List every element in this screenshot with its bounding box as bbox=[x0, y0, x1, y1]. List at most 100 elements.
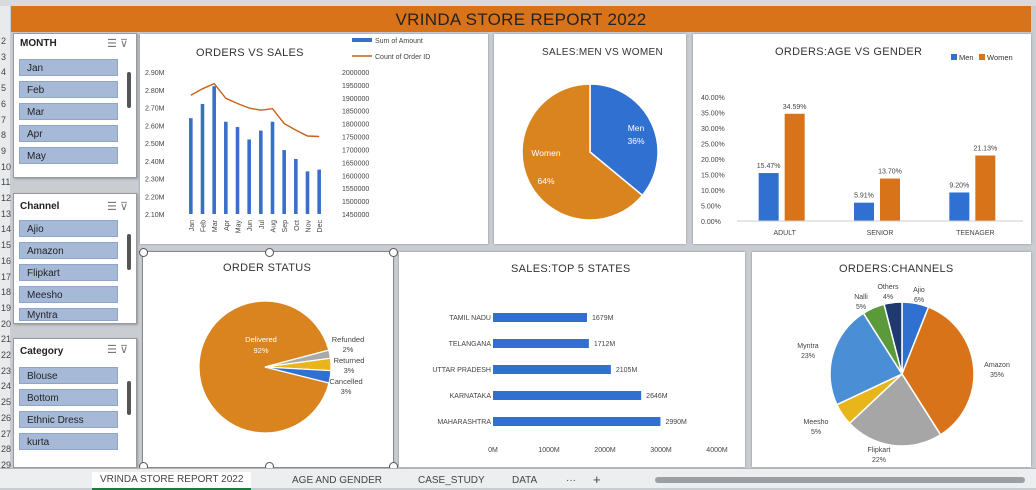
slicer-item-ethnic-dress[interactable]: Ethnic Dress bbox=[19, 411, 118, 428]
x-tick-label: 4000M bbox=[706, 447, 728, 454]
bar-jan bbox=[189, 118, 193, 214]
slicer-item-ajio[interactable]: Ajio bbox=[19, 220, 118, 237]
x-tick-label: Feb bbox=[201, 220, 208, 232]
row-number: 17 bbox=[1, 271, 12, 282]
x-tick-label: Jul bbox=[259, 220, 266, 229]
slice-value-returned: 3% bbox=[344, 366, 355, 375]
more-tabs-icon[interactable]: ··· bbox=[566, 475, 576, 486]
slicer-item-kurta[interactable]: kurta bbox=[19, 433, 118, 450]
y-tick-label: 5.00% bbox=[701, 204, 721, 211]
right-axis-tick-label: 1600000 bbox=[342, 173, 369, 180]
y-tick-label: KARNATAKA bbox=[450, 393, 492, 400]
x-tick-label: 0M bbox=[488, 447, 498, 454]
slice-value-cancelled: 3% bbox=[341, 387, 352, 396]
slice-value-amazon: 35% bbox=[990, 372, 1004, 379]
left-axis-tick-label: 2.60M bbox=[145, 123, 165, 130]
row-number: 5 bbox=[1, 83, 7, 94]
row-number: 29 bbox=[1, 459, 12, 470]
y-tick-label: 25.00% bbox=[701, 142, 725, 149]
x-tick-label: 2000M bbox=[594, 447, 616, 454]
slicer-item-apr[interactable]: Apr bbox=[19, 125, 118, 142]
slicer-item-feb[interactable]: Feb bbox=[19, 81, 118, 98]
toolbar-strip bbox=[0, 0, 1036, 6]
row-number: 18 bbox=[1, 287, 12, 298]
resize-handle[interactable] bbox=[265, 248, 274, 257]
right-axis-tick-label: 1700000 bbox=[342, 147, 369, 154]
right-axis-tick-label: 1900000 bbox=[342, 96, 369, 103]
orders-age-vs-gender-panel[interactable]: ORDERS:AGE VS GENDER 40.00% 35.00% 30.00% 2… bbox=[693, 34, 1031, 244]
x-tick-label: Nov bbox=[306, 220, 313, 233]
bar-men-teenager bbox=[949, 192, 970, 221]
slice-value-nalli: 5% bbox=[856, 304, 866, 311]
bar-may bbox=[235, 127, 240, 214]
category-slicer: Category ☰ ⊽ Blouse Bottom Ethnic Dress … bbox=[13, 338, 137, 468]
bar-men-adult bbox=[758, 173, 779, 221]
row-number: 9 bbox=[1, 145, 7, 156]
row-number: 25 bbox=[1, 397, 12, 408]
slicer-item-myntra[interactable]: Myntra bbox=[19, 308, 118, 321]
tab-data[interactable]: DATA bbox=[512, 475, 538, 486]
bar-dec bbox=[317, 169, 321, 214]
slicer-item-meesho[interactable]: Meesho bbox=[19, 286, 118, 303]
multiselect-filter-icon[interactable]: ☰ ⊽ bbox=[107, 38, 128, 50]
row-number: 3 bbox=[1, 51, 7, 62]
y-tick-label: 20.00% bbox=[701, 157, 725, 164]
orders-vs-sales-chart: 2.90M 2.80M 2.70M 2.60M 2.50M 2.40M 2.30M 2.20M… bbox=[145, 38, 430, 233]
slicer-item-may[interactable]: May bbox=[19, 147, 118, 164]
row-number: 6 bbox=[1, 98, 7, 109]
y-tick-label: 15.00% bbox=[701, 173, 725, 180]
data-label: 1712M bbox=[594, 341, 616, 348]
y-tick-label: 30.00% bbox=[701, 126, 725, 133]
y-tick-label: 10.00% bbox=[701, 188, 725, 195]
slicer-scrollbar[interactable] bbox=[127, 72, 131, 108]
slicer-item-mar[interactable]: Mar bbox=[19, 103, 118, 120]
row-number: 27 bbox=[1, 428, 12, 439]
multiselect-filter-icon[interactable]: ☰ ⊽ bbox=[107, 201, 128, 213]
left-axis-tick-label: 2.10M bbox=[145, 212, 165, 219]
slice-value-refunded: 2% bbox=[343, 345, 354, 354]
right-axis-tick-label: 1550000 bbox=[342, 186, 369, 193]
pie-slice-men bbox=[589, 83, 659, 197]
horizontal-scrollbar[interactable] bbox=[655, 477, 1025, 483]
slicer-scrollbar[interactable] bbox=[127, 381, 131, 415]
slicer-scrollbar[interactable] bbox=[127, 234, 131, 270]
slicer-item-bottom[interactable]: Bottom bbox=[19, 389, 118, 406]
slice-label-refunded: Refunded bbox=[332, 335, 365, 344]
channel-slicer-header: Channel bbox=[20, 201, 60, 212]
chart-title: ORDERS:AGE VS GENDER bbox=[775, 46, 923, 58]
x-tick-label: Oct bbox=[294, 220, 301, 231]
row-number: 26 bbox=[1, 412, 12, 423]
row-number: 28 bbox=[1, 444, 12, 455]
data-label: 15.47% bbox=[757, 163, 781, 170]
y-tick-label: MAHARASHTRA bbox=[437, 419, 491, 426]
add-sheet-button[interactable]: + bbox=[593, 472, 601, 487]
bar-women-adult bbox=[784, 113, 805, 221]
slicer-item-jan[interactable]: Jan bbox=[19, 59, 118, 76]
row-number: 11 bbox=[1, 177, 11, 188]
top-5-states-panel[interactable]: SALES:TOP 5 STATES TAMIL NADU 1679M TELANG… bbox=[399, 252, 745, 467]
slicer-item-flipkart[interactable]: Flipkart bbox=[19, 264, 118, 281]
slice-label-women: Women bbox=[531, 148, 560, 158]
slicer-item-blouse[interactable]: Blouse bbox=[19, 367, 118, 384]
order-status-panel[interactable]: ORDER STATUS Delivered 92% Refunded 2% Retur… bbox=[142, 251, 394, 468]
x-tick-label: 1000M bbox=[538, 447, 560, 454]
row-number: 19 bbox=[1, 302, 12, 313]
orders-vs-sales-panel[interactable]: ORDERS VS SALES 2.90M 2.80M 2.70M 2.60M 2.50… bbox=[140, 34, 488, 244]
pie-slice-delivered bbox=[198, 300, 330, 434]
resize-handle[interactable] bbox=[139, 248, 148, 257]
orders-channels-panel[interactable]: ORDERS:CHANNELS Ajio 6% Amazon 35% Flipkart 2… bbox=[752, 252, 1031, 467]
tab-age-and-gender[interactable]: AGE AND GENDER bbox=[292, 475, 383, 486]
x-tick-label: Jun bbox=[247, 220, 254, 231]
slicer-item-amazon[interactable]: Amazon bbox=[19, 242, 118, 259]
row-number: 12 bbox=[1, 193, 12, 203]
slice-label-meesho: Meesho bbox=[804, 419, 829, 426]
x-tick-label: Apr bbox=[224, 219, 231, 231]
category-slicer-header: Category bbox=[20, 346, 64, 357]
bar-apr bbox=[224, 121, 228, 214]
tab-case-study[interactable]: CASE_STUDY bbox=[418, 475, 485, 486]
resize-handle[interactable] bbox=[389, 248, 398, 257]
multiselect-filter-icon[interactable]: ☰ ⊽ bbox=[107, 344, 128, 356]
bar-men-senior bbox=[854, 202, 874, 221]
sales-men-vs-women-panel[interactable]: SALES:MEN VS WOMEN Men 36% Women 64% bbox=[494, 34, 686, 244]
tab-vrinda-store-report[interactable]: VRINDA STORE REPORT 2022 bbox=[92, 472, 252, 490]
